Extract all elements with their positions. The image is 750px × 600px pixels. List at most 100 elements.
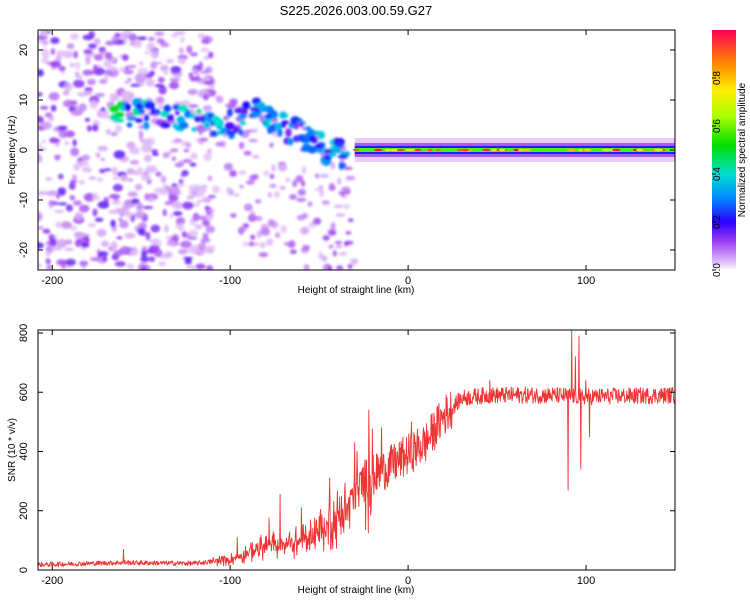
spectrogram-noise-blob	[335, 213, 346, 217]
spectrogram-tone-hotspot	[654, 148, 664, 152]
spectrogram-noise-blob	[138, 132, 144, 142]
spectrogram-noise-blob	[172, 211, 183, 217]
spectrogram-noise-blob	[124, 200, 132, 205]
spectrogram-noise-blob	[198, 61, 204, 71]
spectrogram-noise-blob	[83, 192, 96, 202]
spectrogram-noise-blob	[255, 215, 263, 222]
spectrogram-noise-blob	[164, 200, 174, 206]
spectrogram-noise-blob	[154, 83, 165, 88]
spectrogram-noise-blob	[289, 193, 298, 200]
spectrogram-noise-blob	[124, 80, 130, 85]
spectrogram-noise-blob	[151, 152, 159, 157]
colorbar-tick-label: 0.6	[712, 119, 723, 133]
spectrogram-noise-blob	[107, 68, 119, 78]
spectrogram-noise-blob	[128, 33, 137, 42]
spectrogram-noise-blob	[155, 171, 162, 177]
spectrogram-noise-blob	[114, 261, 126, 267]
spectrogram-noise-blob	[340, 272, 349, 280]
spectrogram-noise-blob	[168, 194, 179, 203]
spectrogram-noise-blob	[97, 201, 110, 209]
snr-x-ticks: -200 -100 0 100	[41, 330, 595, 587]
spectrogram-noise-blob	[134, 73, 147, 83]
spectrogram-noise-blob	[201, 186, 207, 193]
spectrogram-noise-blob	[203, 56, 210, 60]
spectrogram-track-blob	[276, 128, 283, 138]
spectrogram-noise-blob	[49, 238, 58, 247]
spectrogram-track-blob	[135, 103, 144, 111]
spectrogram-noise-blob	[58, 129, 69, 139]
spectrogram-noise-blob	[139, 61, 144, 66]
snr-panel: -200 -100 0 100 0 200 400 600 800 Height of str…	[7, 324, 676, 596]
spectrogram-noise-blob	[160, 42, 170, 48]
spectrogram-noise-blob	[49, 60, 62, 68]
spectrogram-noise-blob	[85, 55, 91, 65]
spectrogram-noise-blob	[58, 65, 66, 72]
spectrogram-noise-blob	[171, 183, 178, 187]
spectrogram-noise-blob	[76, 91, 88, 97]
spectrogram-noise-blob	[204, 245, 214, 254]
spectrogram-noise-blob	[78, 179, 86, 185]
spectrogram-noise-blob	[207, 148, 213, 154]
spectrogram-track-blob	[134, 117, 143, 123]
spectrogram-noise-blob	[338, 252, 348, 256]
spectrogram-noise-blob	[120, 174, 129, 182]
spectrogram-noise-blob	[269, 142, 274, 148]
colorbar-label: Normalized spectral amplitude	[737, 82, 748, 217]
spectrogram-noise-blob	[104, 168, 112, 172]
spectrogram-noise-blob	[78, 204, 90, 213]
spectrogram-tone-hotspot	[498, 148, 506, 152]
spectrogram-noise-blob	[207, 175, 213, 182]
spectrogram-y-tick-label: 10	[18, 94, 30, 106]
spectrogram-noise-blob	[249, 210, 256, 215]
snr-y-tick-label: 800	[18, 324, 30, 342]
spectrogram-noise-blob	[277, 161, 287, 166]
spectrogram-noise-blob	[131, 198, 140, 204]
spectrogram-noise-blob	[124, 232, 136, 239]
spectrogram-noise-blob	[158, 105, 163, 109]
spectrogram-noise-blob	[125, 111, 135, 118]
spectrogram-noise-blob	[343, 166, 353, 170]
spectrogram-noise-blob	[267, 191, 272, 198]
spectrogram-noise-blob	[335, 244, 343, 249]
spectrogram-tone-hotspot	[635, 148, 644, 152]
spectrogram-track-blob	[327, 152, 337, 157]
spectrogram-noise-blob	[189, 188, 194, 197]
spectrogram-noise-blob	[351, 259, 358, 266]
spectrogram-noise-blob	[185, 142, 192, 148]
spectrogram-noise-blob	[259, 242, 266, 249]
spectrogram-noise-blob	[238, 141, 245, 150]
spectrogram-noise-blob	[99, 79, 108, 84]
spectrogram-noise-blob	[119, 220, 129, 229]
spectrogram-noise-blob	[342, 204, 350, 210]
spectrogram-noise-blob	[45, 251, 51, 257]
spectrogram-noise-blob	[94, 217, 104, 222]
spectrogram-noise-blob	[303, 264, 310, 270]
spectrogram-noise-blob	[262, 170, 270, 177]
spectrogram-noise-blob	[82, 69, 95, 76]
colorbar-tick-label: 0.8	[712, 71, 723, 85]
spectrogram-noise-blob	[180, 240, 192, 249]
spectrogram-track-blob	[226, 108, 233, 117]
spectrogram-noise-blob	[95, 152, 101, 158]
spectrogram-noise-blob	[215, 141, 224, 147]
spectrogram-y-ticks: -20 -10 0 10 20	[18, 44, 675, 258]
spectrogram-noise-blob	[129, 146, 140, 155]
spectrogram-track-blob	[209, 130, 219, 137]
spectrogram-noise-blob	[310, 274, 318, 279]
spectrogram-noise-blob	[77, 160, 90, 167]
snr-y-ticks: 0 200 400 600 800	[18, 324, 675, 573]
spectrogram-noise-blob	[171, 201, 183, 210]
spectrogram-tone-hotspot	[428, 148, 433, 152]
spectrogram-noise-blob	[271, 164, 276, 172]
spectrogram-tone-hotspot	[384, 148, 391, 152]
spectrogram-noise-blob	[188, 245, 200, 254]
spectrogram-track-blob	[298, 122, 304, 127]
spectrogram-noise-blob	[248, 241, 255, 247]
spectrogram-noise-blob	[327, 265, 333, 270]
spectrogram-noise-blob	[239, 184, 244, 189]
spectrogram-noise-blob	[186, 195, 195, 200]
spectrogram-noise-blob	[186, 265, 197, 269]
spectrogram-noise-blob	[322, 234, 330, 241]
spectrogram-noise-blob	[216, 95, 224, 104]
